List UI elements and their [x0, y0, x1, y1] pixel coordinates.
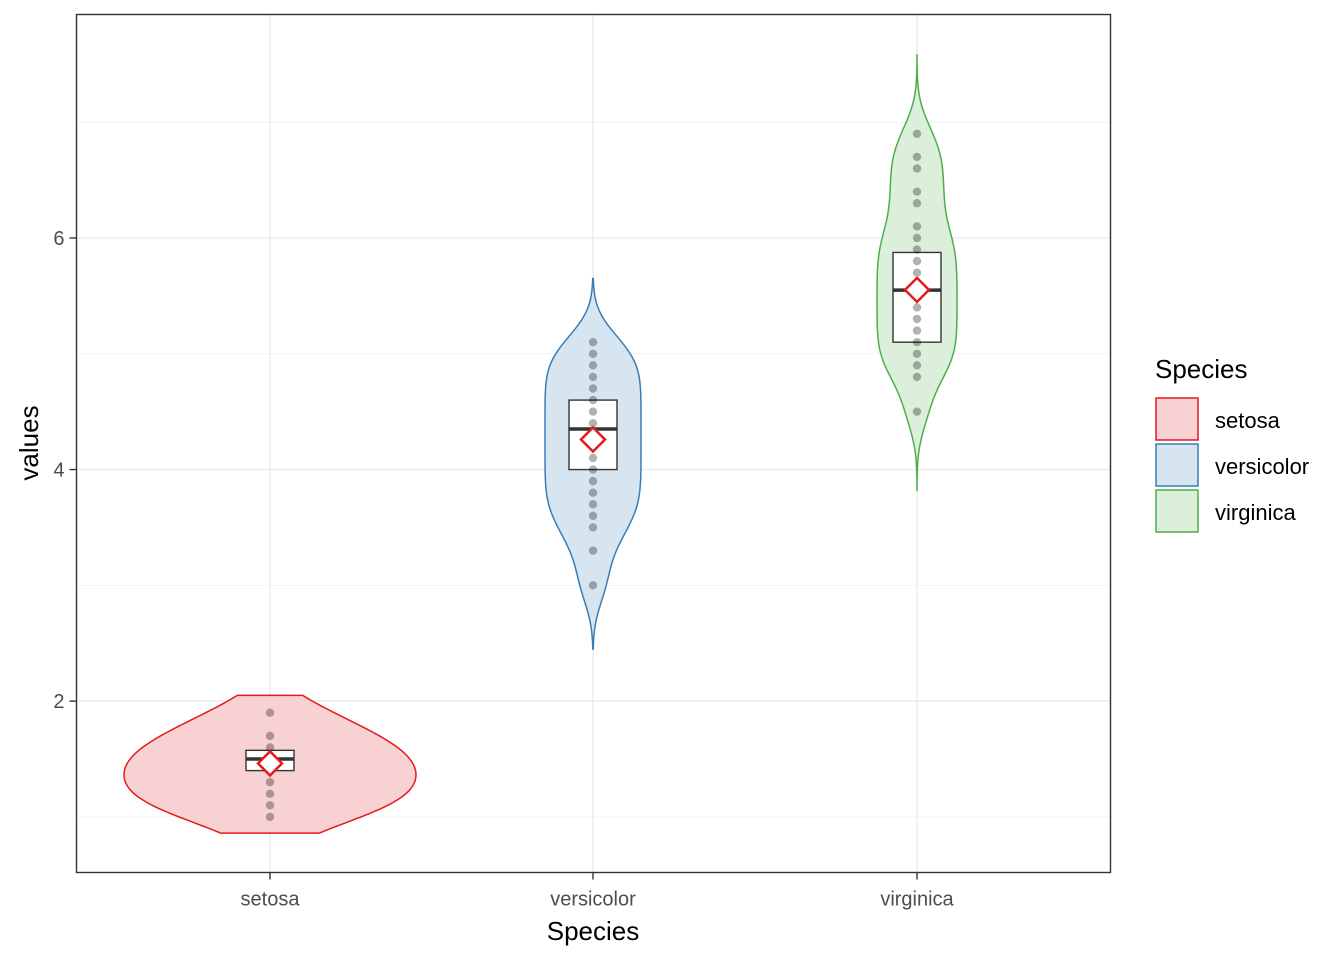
point-setosa — [265, 708, 275, 717]
point-virginica — [912, 129, 922, 138]
legend: Species setosa versicolor virginica — [1155, 354, 1309, 533]
mean-markers — [256, 276, 931, 778]
legend-label: setosa — [1215, 408, 1281, 433]
point-virginica — [912, 361, 922, 370]
point-virginica — [912, 303, 922, 312]
point-versicolor — [588, 476, 598, 486]
x-axis-ticks: setosa versicolor virginica — [241, 872, 955, 911]
point-virginica — [912, 372, 922, 382]
point-virginica — [912, 407, 922, 416]
point-setosa — [265, 801, 275, 810]
y-tick-label: 4 — [53, 460, 64, 482]
point-virginica — [912, 187, 922, 196]
point-versicolor — [588, 372, 598, 382]
y-tick-label: 2 — [53, 691, 64, 713]
y-axis-ticks: 2 4 6 — [53, 228, 77, 713]
point-virginica — [912, 233, 922, 243]
point-setosa — [265, 731, 275, 741]
point-versicolor — [588, 349, 598, 358]
legend-label: virginica — [1215, 500, 1296, 525]
point-virginica — [912, 337, 922, 347]
point-virginica — [912, 245, 922, 254]
point-versicolor — [588, 511, 598, 521]
point-virginica — [912, 199, 922, 208]
x-axis-title: Species — [547, 916, 640, 946]
legend-key-versicolor — [1155, 443, 1199, 487]
mean-marker-virginica — [903, 276, 931, 304]
x-tick-label: versicolor — [550, 889, 636, 911]
point-versicolor — [588, 395, 598, 405]
legend-key-virginica — [1155, 489, 1199, 533]
point-virginica — [912, 268, 922, 277]
point-virginica — [912, 164, 922, 173]
point-setosa — [265, 812, 275, 822]
mean-marker-versicolor — [579, 425, 607, 454]
point-virginica — [912, 152, 922, 162]
y-axis-title: values — [14, 405, 44, 480]
point-versicolor — [588, 465, 598, 474]
point-versicolor — [588, 384, 598, 393]
point-setosa — [265, 777, 275, 787]
point-virginica — [912, 256, 922, 266]
point-virginica — [912, 222, 922, 231]
x-tick-label: virginica — [880, 889, 954, 911]
y-tick-label: 6 — [53, 228, 64, 250]
point-versicolor — [588, 407, 598, 416]
point-versicolor — [588, 546, 598, 555]
point-versicolor — [588, 361, 598, 370]
mean-marker-setosa — [256, 749, 284, 778]
point-setosa — [265, 789, 275, 798]
point-setosa — [265, 743, 275, 752]
legend-title: Species — [1155, 354, 1248, 384]
point-virginica — [912, 326, 922, 335]
data-points — [265, 129, 922, 822]
x-tick-label: setosa — [241, 889, 301, 911]
legend-label: versicolor — [1215, 454, 1309, 479]
point-versicolor — [588, 453, 598, 463]
point-versicolor — [588, 419, 598, 428]
point-virginica — [912, 349, 922, 358]
point-versicolor — [588, 500, 598, 509]
point-virginica — [912, 314, 922, 324]
legend-key-setosa — [1155, 397, 1199, 441]
point-versicolor — [588, 581, 598, 590]
point-versicolor — [588, 488, 598, 497]
point-versicolor — [588, 337, 598, 347]
point-versicolor — [588, 523, 598, 532]
